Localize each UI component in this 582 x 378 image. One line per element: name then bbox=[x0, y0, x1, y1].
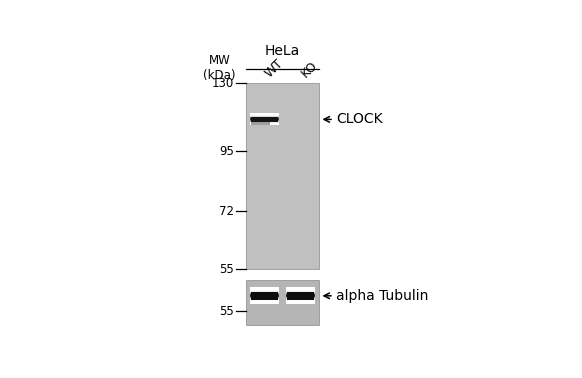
Bar bbox=[286, 302, 315, 303]
Bar bbox=[250, 119, 279, 120]
Bar bbox=[286, 287, 315, 288]
Bar bbox=[286, 298, 315, 299]
Text: 55: 55 bbox=[219, 305, 234, 318]
Text: MW
(kDa): MW (kDa) bbox=[203, 54, 236, 82]
Bar bbox=[250, 299, 279, 300]
Bar bbox=[246, 83, 318, 270]
Bar bbox=[250, 116, 279, 117]
Bar bbox=[250, 292, 279, 293]
Bar bbox=[250, 121, 279, 122]
Bar bbox=[251, 291, 278, 300]
Bar bbox=[250, 296, 279, 297]
Bar bbox=[287, 291, 314, 300]
Bar bbox=[250, 301, 279, 302]
Bar bbox=[250, 294, 279, 295]
Bar bbox=[250, 118, 279, 119]
Bar bbox=[286, 296, 315, 297]
Bar bbox=[250, 300, 279, 301]
Bar bbox=[286, 294, 315, 295]
Bar bbox=[286, 288, 315, 289]
Bar bbox=[286, 291, 315, 292]
Bar bbox=[250, 289, 279, 290]
Bar bbox=[250, 124, 279, 125]
Bar bbox=[286, 292, 315, 293]
Bar bbox=[251, 122, 270, 125]
Text: 55: 55 bbox=[219, 263, 234, 276]
Bar bbox=[286, 300, 315, 301]
Bar bbox=[250, 302, 279, 303]
Bar bbox=[250, 291, 279, 292]
Bar bbox=[250, 120, 279, 121]
Text: 130: 130 bbox=[211, 77, 234, 90]
Text: CLOCK: CLOCK bbox=[336, 112, 383, 126]
Bar bbox=[286, 293, 315, 294]
Bar bbox=[250, 297, 279, 298]
Bar bbox=[286, 299, 315, 300]
Bar bbox=[286, 295, 315, 296]
Bar bbox=[286, 289, 315, 290]
Text: 72: 72 bbox=[219, 204, 234, 218]
Text: alpha Tubulin: alpha Tubulin bbox=[336, 289, 428, 303]
Bar bbox=[246, 280, 318, 325]
Bar bbox=[250, 113, 279, 114]
Bar bbox=[250, 123, 279, 124]
Bar bbox=[250, 293, 279, 294]
Bar bbox=[250, 117, 279, 118]
Bar bbox=[250, 115, 279, 116]
Bar bbox=[250, 288, 279, 289]
Bar bbox=[286, 297, 315, 298]
Text: KO: KO bbox=[299, 58, 320, 80]
Bar bbox=[286, 301, 315, 302]
Bar bbox=[286, 303, 315, 304]
Bar bbox=[250, 122, 279, 123]
Bar bbox=[250, 295, 279, 296]
Bar bbox=[250, 298, 279, 299]
Bar bbox=[251, 117, 278, 122]
Bar bbox=[286, 290, 315, 291]
Bar bbox=[250, 290, 279, 291]
Bar bbox=[250, 303, 279, 304]
Text: 95: 95 bbox=[219, 145, 234, 158]
Text: WT: WT bbox=[262, 56, 286, 80]
Bar bbox=[250, 287, 279, 288]
Bar bbox=[250, 114, 279, 115]
Text: HeLa: HeLa bbox=[265, 45, 300, 59]
